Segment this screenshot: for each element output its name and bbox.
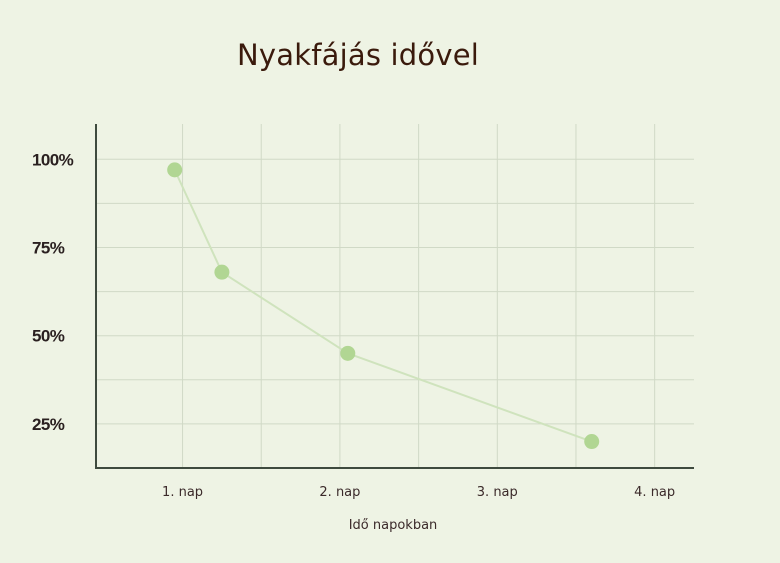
x-tick-label: 3. nap <box>477 485 518 500</box>
data-point <box>214 264 230 280</box>
grid-lines <box>96 124 694 468</box>
data-point <box>340 345 356 361</box>
y-tick-labels: 25% 50% 75% 100% <box>32 150 74 434</box>
x-tick-labels: 1. nap 2. nap 3. nap 4. nap <box>162 485 675 500</box>
data-point <box>167 162 183 178</box>
y-tick-label: 50% <box>32 327 65 346</box>
axes <box>95 124 694 469</box>
y-tick-label: 100% <box>32 150 74 169</box>
y-tick-label: 25% <box>32 415 65 434</box>
x-tick-label: 4. nap <box>634 485 675 500</box>
chart-title: Nyakfájás idővel <box>236 38 480 72</box>
x-axis-label: Idő napokban <box>348 518 438 533</box>
x-tick-label: 2. nap <box>319 485 360 500</box>
x-tick-label: 1. nap <box>162 485 203 500</box>
series-group <box>167 162 600 450</box>
y-tick-label: 75% <box>32 238 65 257</box>
data-point <box>584 434 600 450</box>
series-line <box>173 169 593 443</box>
